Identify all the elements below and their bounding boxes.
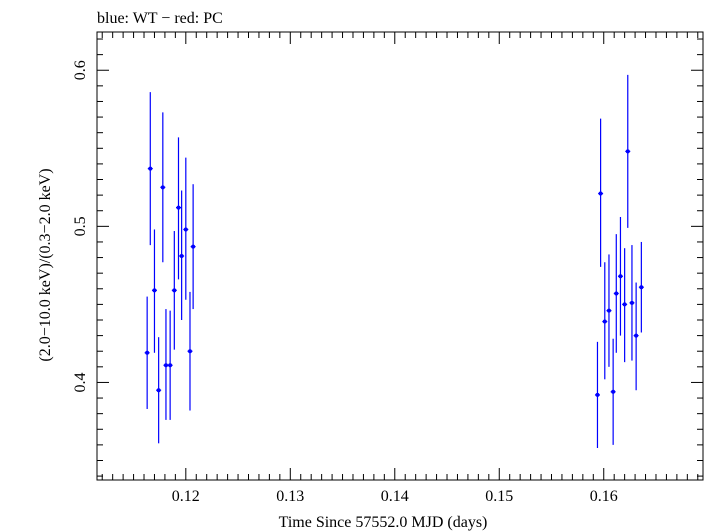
data-point <box>622 302 627 307</box>
data-point <box>183 227 188 232</box>
data-point <box>595 392 600 397</box>
x-tick-label: 0.13 <box>276 488 304 505</box>
data-point <box>618 274 623 279</box>
y-axis-label: (2.0−10.0 keV)/(0.3−2.0 keV) <box>37 168 54 361</box>
x-tick-label: 0.14 <box>381 488 409 505</box>
data-point <box>160 185 165 190</box>
data-point <box>614 291 619 296</box>
chart-title: blue: WT − red: PC <box>97 10 223 27</box>
data-point <box>602 319 607 324</box>
data-point <box>176 205 181 210</box>
data-point <box>191 244 196 249</box>
data-point <box>168 363 173 368</box>
data-point <box>172 288 177 293</box>
data-points <box>144 74 644 448</box>
data-point <box>187 349 192 354</box>
data-point <box>629 300 634 305</box>
data-point <box>639 285 644 290</box>
data-point <box>611 389 616 394</box>
data-point <box>625 149 630 154</box>
data-point <box>598 191 603 196</box>
data-point <box>163 363 168 368</box>
x-tick-label: 0.16 <box>590 488 618 505</box>
data-point <box>152 288 157 293</box>
y-tick-label: 0.6 <box>72 60 89 80</box>
data-point <box>145 350 150 355</box>
data-point <box>634 333 639 338</box>
data-point <box>156 388 161 393</box>
x-axis-label: Time Since 57552.0 MJD (days) <box>279 514 488 531</box>
y-tick-label: 0.5 <box>72 216 89 236</box>
axes: 0.12 0.13 0.14 0.15 0.16 0.4 0.5 0.6 <box>72 32 703 505</box>
plot-frame <box>96 31 704 481</box>
data-point <box>606 308 611 313</box>
data-point <box>148 166 153 171</box>
x-tick-label: 0.12 <box>172 488 200 505</box>
data-point <box>179 254 184 258</box>
y-tick-label: 0.4 <box>72 372 89 392</box>
x-tick-label: 0.15 <box>485 488 513 505</box>
